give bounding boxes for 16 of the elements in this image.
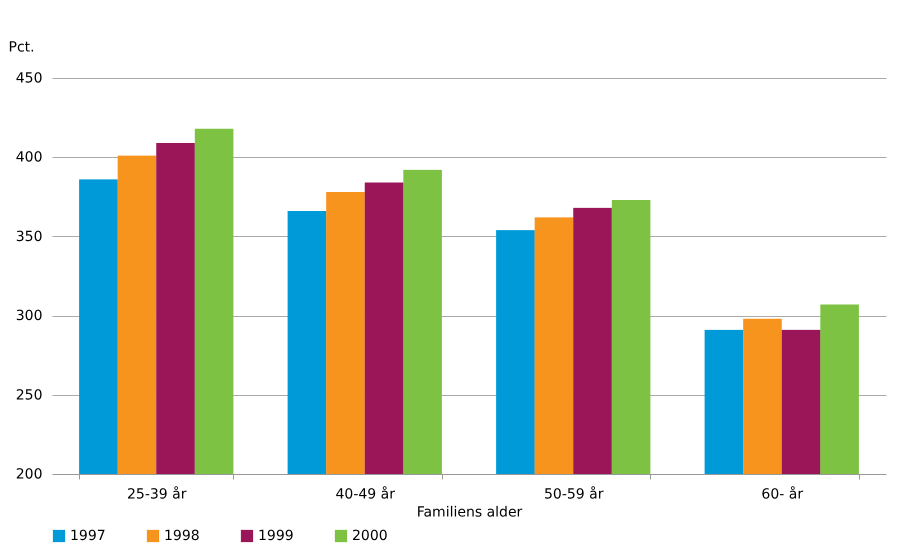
x-axis-title: Familiens alder [416, 504, 523, 520]
y-tick-label: 450 [16, 70, 42, 86]
y-tick-label: 300 [16, 308, 42, 324]
x-tick-label: 40-49 år [336, 486, 396, 502]
x-tick-label: 50-59 år [544, 486, 604, 502]
legend-label: 1997 [70, 528, 106, 544]
legend-label: 1998 [164, 528, 200, 544]
legend-label: 1999 [258, 528, 294, 544]
x-tick-label: 25-39 år [127, 486, 187, 502]
y-tick-label: 350 [16, 228, 42, 245]
y-tick-label: 400 [16, 150, 42, 166]
y-tick-label: 250 [16, 387, 42, 404]
y-tick-label: 200 [16, 466, 42, 482]
x-tick-label: 60- år [761, 486, 804, 502]
legend-label: 2000 [352, 528, 388, 544]
y-axis-title: Pct. [8, 40, 35, 56]
